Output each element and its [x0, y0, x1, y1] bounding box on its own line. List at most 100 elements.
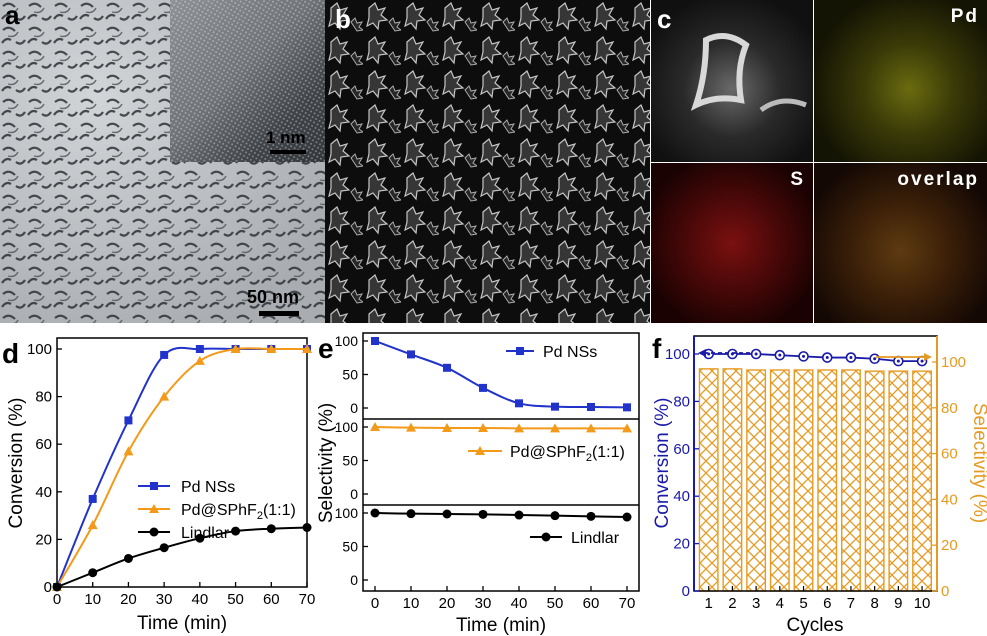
data-point-lindlar: [159, 543, 169, 553]
panel-label-c: c: [657, 4, 672, 34]
conversion-point-dot: [825, 356, 829, 360]
panel-label-d: d: [2, 338, 20, 369]
y-tick-label: 50: [342, 453, 358, 469]
y-tick-label: 0: [350, 486, 358, 502]
data-point-pdsp: [266, 344, 277, 353]
y-tick-label: 0: [44, 579, 52, 596]
x-tick-label: 10: [403, 595, 420, 612]
selectivity-bar: [840, 369, 861, 592]
data-point-pd: [515, 399, 523, 408]
x-tick-label: 40: [192, 591, 209, 608]
legend-label-pdsp: Pd@SPhF2(1:1): [181, 502, 296, 522]
x-tick-label: 3: [752, 595, 760, 612]
data-point-pdsp: [302, 344, 312, 353]
x-tick-label: 8: [870, 595, 878, 612]
x-tick-label: 6: [823, 595, 831, 612]
x-tick-label: 0: [53, 591, 61, 608]
conversion-point-dot: [778, 353, 782, 357]
conversion-point-dot: [754, 352, 758, 356]
panel-label-f: f: [652, 333, 662, 364]
inset-scale-label: 1 nm: [266, 128, 306, 147]
legend-pdsp: Pd@SPhF2(1:1): [468, 444, 625, 464]
data-point-lindlar: [195, 533, 205, 543]
data-point-pdsp: [370, 422, 380, 431]
eds-label-s: S: [790, 169, 805, 190]
legend-item-pd: Pd NSs: [138, 479, 235, 496]
data-point-pd: [124, 416, 133, 425]
selectivity-bar: [817, 369, 838, 592]
data-point-pd: [443, 363, 451, 372]
series-line-pdsp: [374, 426, 627, 430]
x-tick-label: 0: [371, 595, 379, 612]
y-axis-label: Conversion (%): [6, 398, 27, 529]
data-point-pdsp: [87, 520, 98, 530]
y-tick-label: 100: [335, 419, 359, 435]
x-tick-label: 20: [120, 591, 137, 608]
stem-image-panel: b: [325, 0, 650, 323]
data-point-pdsp: [514, 423, 524, 433]
legend-label-pd: Pd NSs: [181, 479, 235, 496]
data-point-pd: [551, 402, 559, 411]
data-point-lindlar: [586, 511, 596, 521]
data-point-lindlar: [442, 509, 452, 519]
data-point-pdsp: [230, 344, 241, 353]
x-tick-label: 2: [728, 595, 736, 612]
right-axis-arrow: [876, 353, 932, 361]
y-axis-label: Selectivity (%): [318, 403, 337, 523]
legend-label-lindlar: Lindlar: [181, 525, 230, 542]
y-tick-label: 0: [350, 572, 358, 588]
data-point-lindlar: [52, 582, 62, 592]
data-point-pd: [623, 403, 631, 412]
x-tick-label: 1: [705, 595, 713, 612]
right-y-tick-label: 20: [941, 537, 958, 554]
y-tick-label: 20: [35, 531, 52, 548]
conversion-point-dot: [920, 359, 924, 363]
y-tick-label: 50: [342, 539, 358, 555]
conversion-point-dot: [802, 354, 806, 358]
left-y-tick-label: 100: [665, 346, 690, 363]
data-point-lindlar: [370, 508, 380, 518]
main-scale-label: 50 nm: [247, 287, 300, 307]
y-tick-label: 100: [335, 333, 359, 349]
data-point-pd: [407, 350, 415, 359]
eds-map-pd: Pd: [814, 0, 987, 162]
data-point-pdsp: [194, 355, 205, 365]
data-point-pdsp: [123, 446, 134, 456]
y-tick-label: 100: [335, 505, 359, 521]
conversion-chart: 0 10 20 30 40 50 60 70 0 20 40 60 80 100 Pd NSs Pd@SP…: [6, 337, 316, 634]
legend-label-pdsp: Pd@SPhF2(1:1): [510, 444, 625, 464]
legend-item-pdsp: Pd@SPhF2(1:1): [138, 502, 296, 522]
data-point-pd: [88, 494, 97, 503]
data-point-lindlar: [622, 512, 632, 522]
selectivity-bar: [722, 368, 743, 592]
panel-label-e: e: [318, 333, 334, 364]
stem-map-nanosheet: c: [651, 0, 813, 162]
panel-label-a: a: [5, 0, 20, 30]
right-y-axis-label: Selectivity (%): [969, 403, 987, 523]
selectivity-chart: 0 10 20 30 40 50 60 70 0 50 100 0 50 100 0 50 100 Pd NSs…: [318, 332, 640, 636]
data-point-pdsp: [478, 423, 488, 433]
x-axis-label: Time (min): [456, 615, 546, 636]
right-y-tick-label: 80: [941, 400, 958, 417]
legend: Pd NSs Pd@SPhF2(1:1) Lindlar: [138, 479, 296, 542]
plot-frame: [56, 337, 308, 588]
x-tick-label: 50: [227, 591, 244, 608]
right-y-tick-label: 0: [941, 583, 949, 600]
right-y-tick-label: 100: [941, 354, 966, 371]
y-tick-label: 60: [35, 436, 52, 453]
y-tick-label: 100: [27, 341, 52, 358]
data-point-lindlar: [478, 509, 488, 519]
x-tick-label: 50: [547, 595, 564, 612]
selectivity-bar: [912, 370, 933, 592]
x-tick-label: 70: [619, 595, 636, 612]
hrtem-inset: 1 nm: [170, 0, 325, 162]
data-point-pdsp: [586, 423, 596, 433]
x-tick-label: 4: [776, 595, 784, 612]
x-tick-label: 70: [299, 591, 316, 608]
eds-map-overlap: overlap: [814, 163, 987, 323]
legend-pd: Pd NSs: [506, 344, 597, 361]
eds-label-pd: Pd: [950, 6, 979, 27]
data-point-lindlar: [514, 510, 524, 520]
legend-label-lindlar: Lindlar: [571, 530, 620, 547]
